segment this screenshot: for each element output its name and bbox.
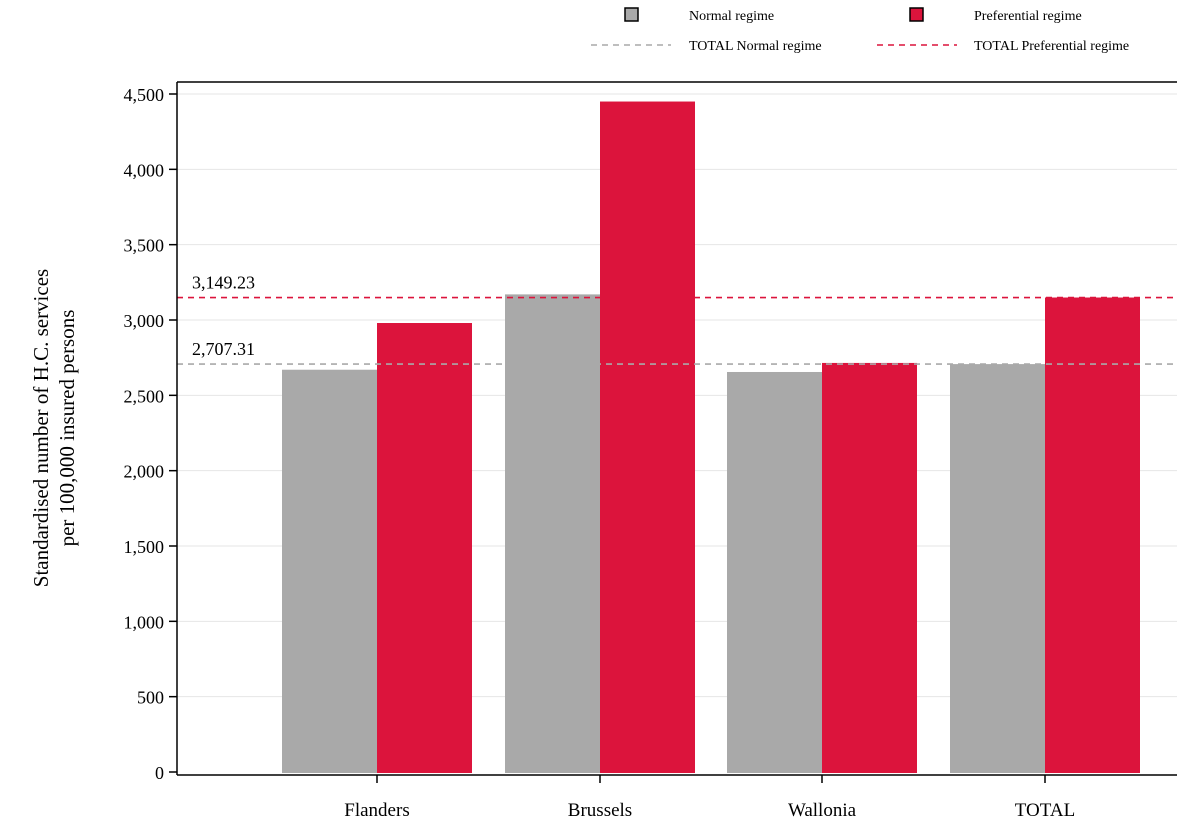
y-tick-label: 3,500	[124, 236, 165, 256]
legend-label-total-preferential: TOTAL Preferential regime	[974, 39, 1129, 54]
bar-normal-regime	[727, 371, 822, 773]
bars	[282, 101, 1140, 774]
bar-normal-regime	[505, 294, 600, 773]
y-axis-title: Standardised number of H.C. services per…	[29, 269, 79, 587]
reference-lines: 2,707.31 3,149.23	[177, 273, 1177, 365]
y-tick-label: 2,500	[124, 386, 165, 406]
bar-normal-regime	[950, 364, 1045, 773]
legend-swatch-preferential-regime	[909, 7, 924, 22]
x-tick-label: Wallonia	[788, 800, 857, 821]
y-tick-label: 4,000	[124, 160, 165, 180]
legend-swatch-normal-regime	[624, 7, 639, 22]
legend-label-normal-regime: Normal regime	[689, 9, 774, 24]
bar-preferential-regime	[1045, 297, 1140, 773]
x-tick-label: Flanders	[344, 800, 409, 821]
y-ticks: 0 500 1,000 1,500 2,000 2,500 3,000 3,500 4,000 4…	[124, 85, 177, 783]
reference-label-normal: 2,707.31	[192, 339, 255, 359]
y-tick-label: 0	[155, 763, 164, 783]
axes	[176, 81, 1177, 776]
bar-preferential-regime	[377, 323, 472, 773]
bar-preferential-regime	[600, 101, 695, 774]
y-tick-label: 3,000	[124, 311, 165, 331]
y-tick-label: 1,000	[124, 612, 165, 632]
bar-normal-regime	[282, 369, 377, 773]
x-tick-label: TOTAL	[1015, 800, 1075, 821]
legend-label-preferential-regime: Preferential regime	[974, 9, 1082, 24]
y-axis-title-line-1: Standardised number of H.C. services	[29, 269, 53, 587]
legend: Normal regime Preferential regime TOTAL No…	[591, 7, 1129, 54]
legend-label-total-normal: TOTAL Normal regime	[689, 39, 822, 54]
x-tick-label: Brussels	[568, 800, 632, 821]
bar-preferential-regime	[822, 362, 917, 773]
y-tick-label: 1,500	[124, 537, 165, 557]
y-tick-label: 4,500	[124, 85, 165, 105]
y-tick-label: 2,000	[124, 462, 165, 482]
y-tick-label: 500	[137, 688, 164, 708]
reference-label-preferential: 3,149.23	[192, 273, 255, 293]
y-axis-title-line-2: per 100,000 insured persons	[55, 310, 79, 547]
x-ticks: Flanders Brussels Wallonia TOTAL	[344, 775, 1075, 821]
